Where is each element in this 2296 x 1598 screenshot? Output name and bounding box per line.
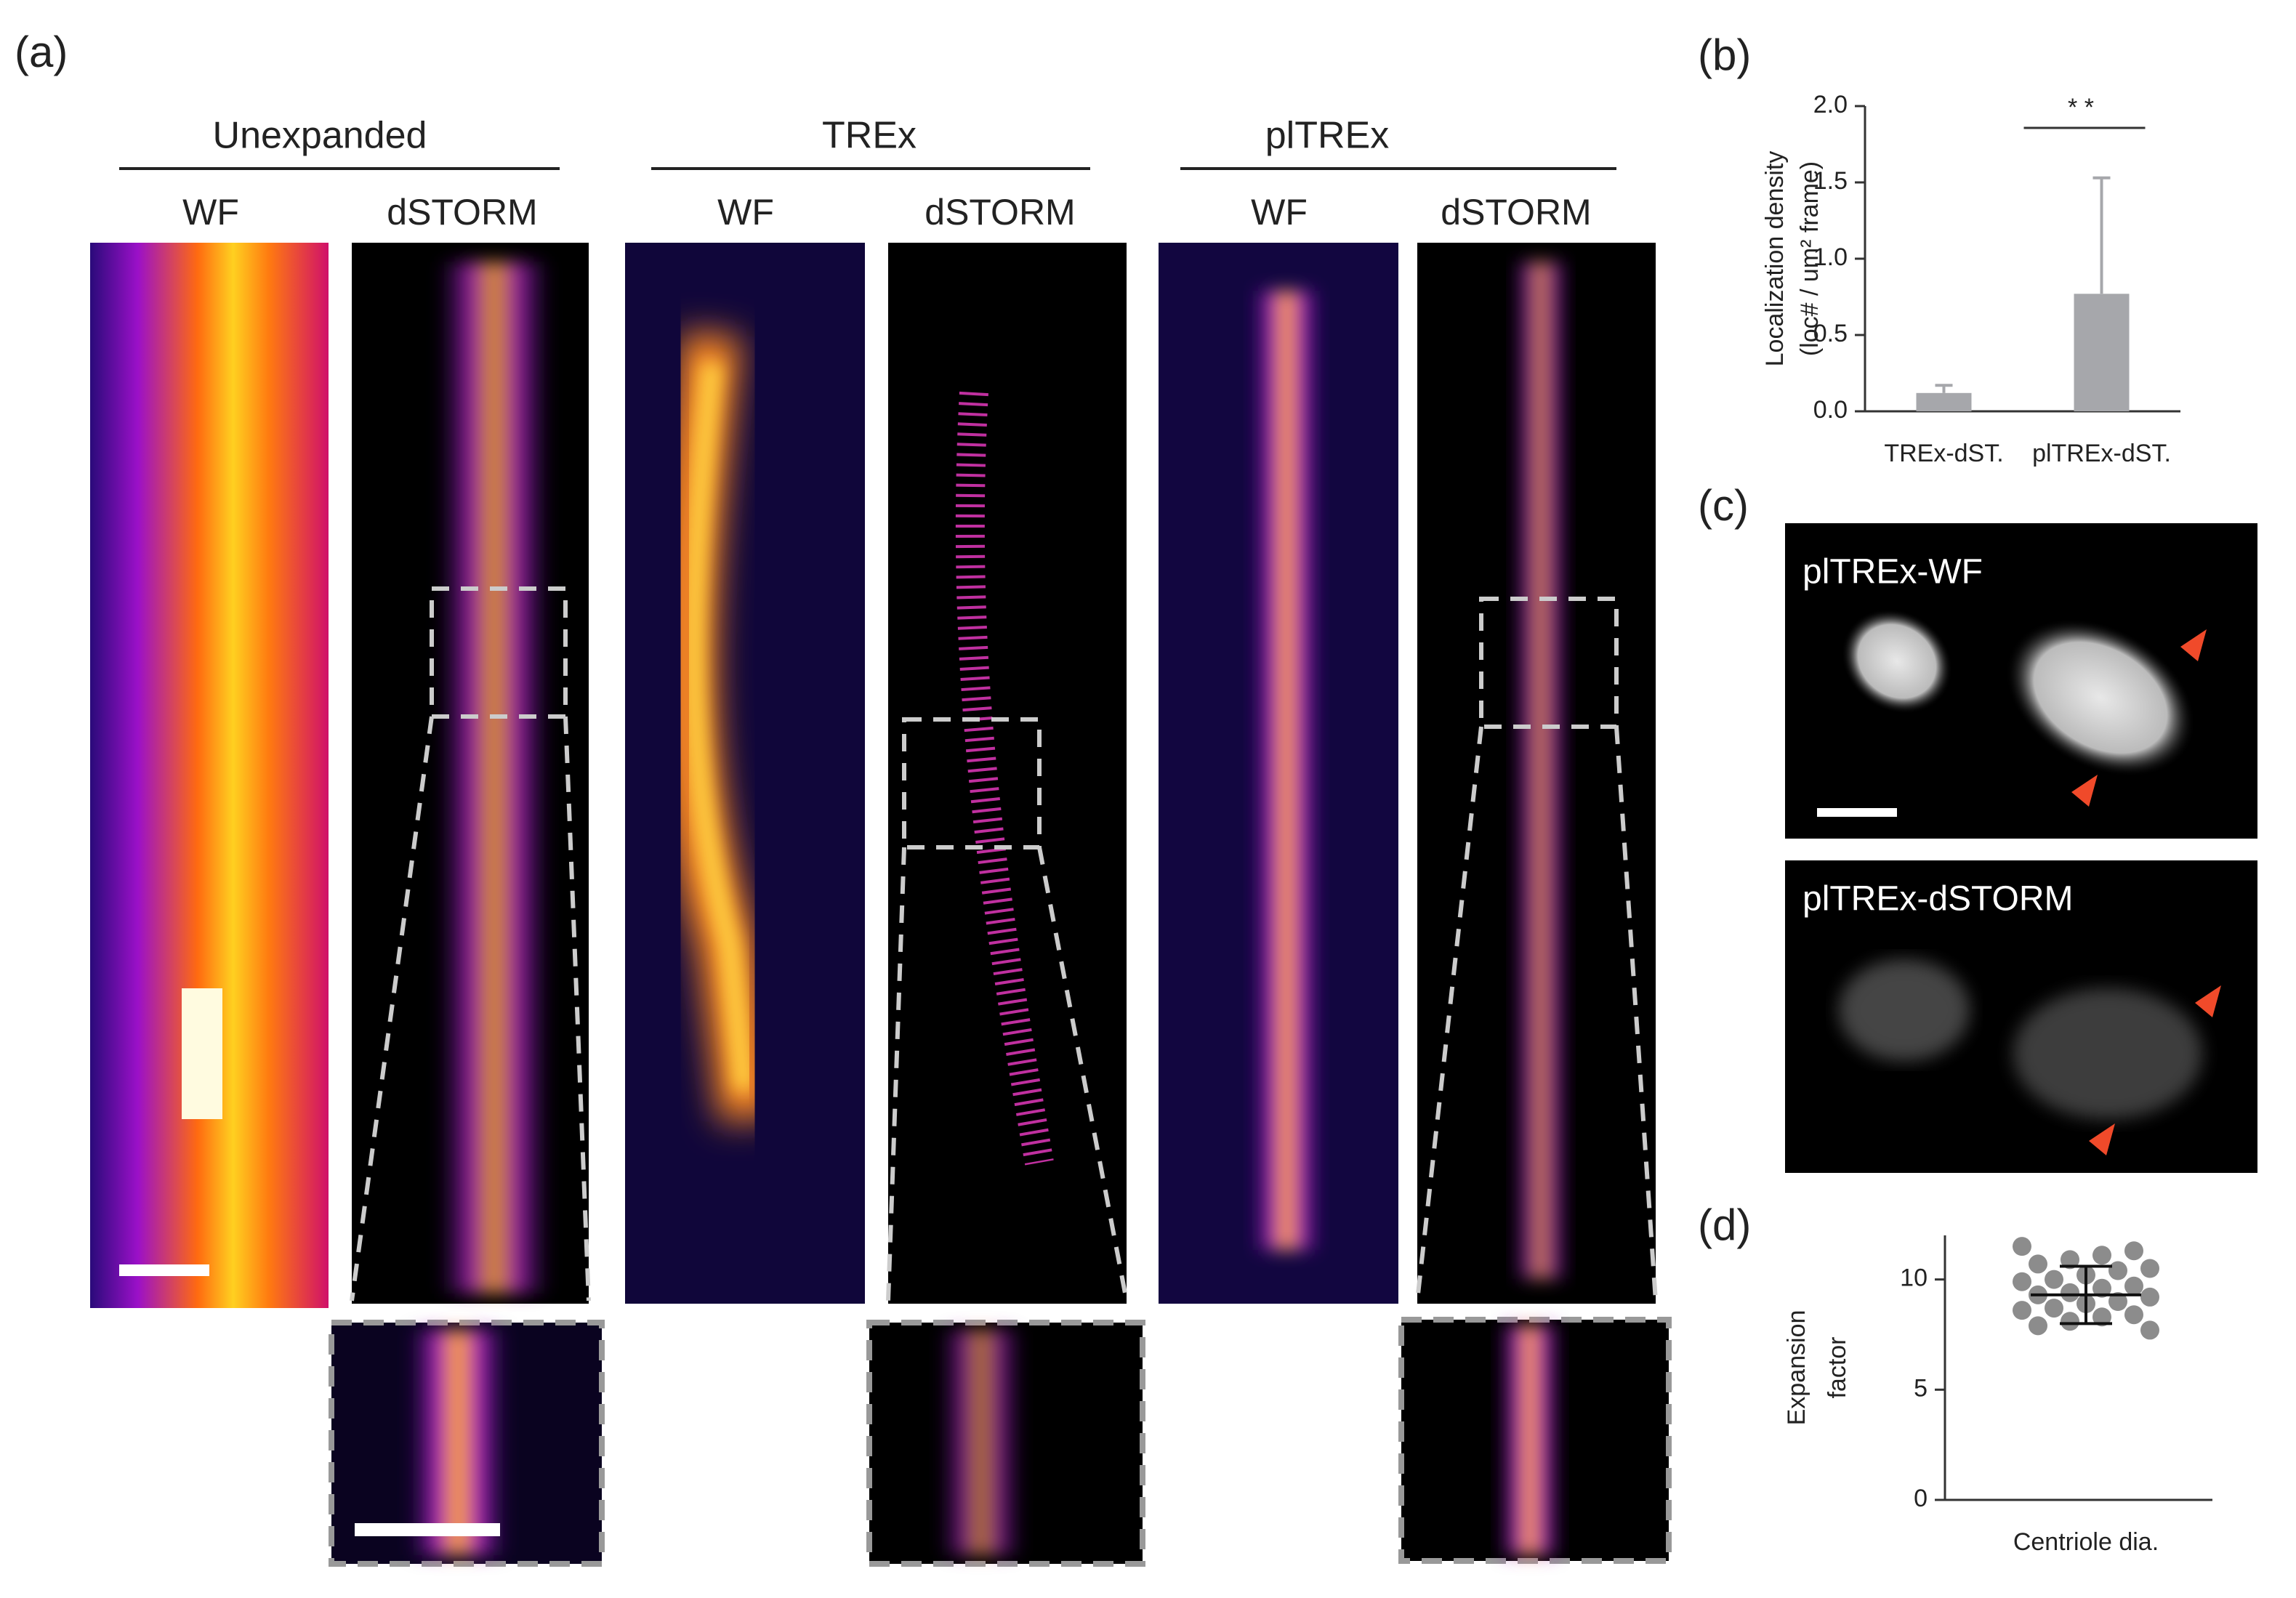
y-tick-label: 0.0 [1813, 396, 1848, 424]
group-title: plTREx [1265, 115, 1389, 157]
column-title: WF [717, 192, 774, 233]
y-axis-label: (loc# / um² frame) [1796, 161, 1824, 356]
arrowheads [2089, 985, 2221, 1155]
point [2029, 1254, 2047, 1274]
significance-label: * * [2068, 94, 2094, 121]
point [2124, 1276, 2143, 1296]
column-title: dSTORM [925, 192, 1075, 233]
scale-bar [119, 1264, 209, 1276]
point [2140, 1259, 2159, 1278]
bar [1916, 392, 1972, 411]
panel-label: (d) [1698, 1200, 1751, 1249]
image [90, 243, 329, 1308]
panel-label: (b) [1698, 31, 1751, 79]
column-title: dSTORM [387, 192, 537, 233]
image-signal [1497, 1325, 1563, 1555]
point [2013, 1237, 2031, 1256]
y-axis-label: Localization density [1761, 151, 1789, 367]
column-title: WF [1251, 192, 1308, 233]
panel-label: (c) [1698, 481, 1749, 530]
point [2092, 1307, 2111, 1327]
scale-bar [1817, 808, 1897, 817]
image-highlight [182, 988, 222, 1119]
column-title: WF [182, 192, 239, 233]
x-tick-label: plTREx-dST. [2032, 440, 2171, 467]
image [888, 243, 1127, 1304]
bar [2074, 294, 2130, 411]
point [2061, 1312, 2079, 1331]
image [625, 243, 865, 1304]
group-title: Unexpanded [213, 115, 427, 157]
image-label: plTREx-WF [1802, 553, 1983, 592]
image-signal [407, 1330, 509, 1555]
image-signal [684, 362, 754, 1091]
y-axis-label: Expansion [1783, 1310, 1810, 1426]
panel-label: (a) [15, 28, 68, 76]
image-panels [90, 243, 1672, 1567]
point [2061, 1283, 2079, 1302]
point [2124, 1305, 2143, 1325]
arrowheads [2071, 629, 2207, 807]
point [2108, 1261, 2127, 1280]
image-signal [1512, 262, 1570, 1279]
image-signal [1250, 291, 1323, 1250]
zoom-guides [350, 586, 1658, 1302]
image-signal [955, 391, 1054, 1166]
point [2045, 1270, 2063, 1289]
image-signal [436, 262, 552, 1294]
point [2013, 1272, 2031, 1291]
column-title: dSTORM [1441, 192, 1591, 233]
point [2092, 1278, 2111, 1298]
image-label: plTREx-dSTORM [1802, 880, 2074, 919]
point [2045, 1299, 2063, 1318]
group-title: TREx [822, 115, 917, 157]
scale-bar [355, 1523, 500, 1536]
charts: 0.0 0.5 1.0 1.5 2.0 Localization density (loc#… [1761, 91, 2212, 1556]
point [2108, 1292, 2127, 1311]
point [2013, 1301, 2031, 1320]
y-axis-label: factor [1824, 1336, 1851, 1398]
y-tick-label: 0 [1914, 1485, 1928, 1512]
point [2140, 1287, 2159, 1307]
image-signal [2013, 988, 2202, 1119]
point [2124, 1241, 2143, 1261]
x-axis-label: Centriole dia. [2013, 1528, 2159, 1556]
point [2061, 1250, 2079, 1270]
y-tick-label: 1.0 [1813, 243, 1848, 271]
y-tick-label: 1.5 [1813, 167, 1848, 195]
point [2029, 1316, 2047, 1336]
image-signal [938, 1330, 1025, 1555]
y-tick-label: 2.0 [1813, 91, 1848, 118]
y-tick-label: 5 [1914, 1374, 1928, 1402]
image-signal [1839, 959, 1970, 1061]
point [2092, 1246, 2111, 1265]
point [2140, 1320, 2159, 1340]
image-signal [2005, 618, 2196, 777]
y-tick-label: 0.5 [1813, 320, 1848, 347]
x-tick-label: TREx-dST. [1884, 440, 2003, 467]
image-signal [1841, 608, 1953, 714]
y-tick-label: 10 [1900, 1264, 1928, 1292]
